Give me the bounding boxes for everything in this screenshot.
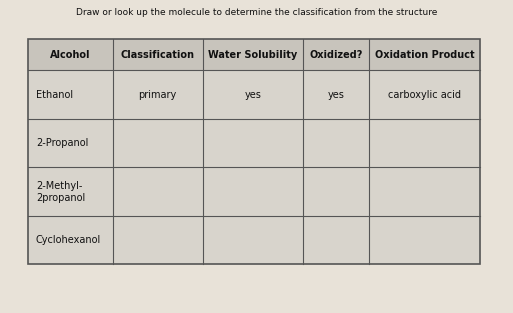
Bar xyxy=(28,216,480,264)
Text: 2-Propanol: 2-Propanol xyxy=(36,138,88,148)
Text: primary: primary xyxy=(139,90,177,100)
Text: carboxylic acid: carboxylic acid xyxy=(388,90,461,100)
Text: Oxidized?: Oxidized? xyxy=(309,50,363,60)
Text: Water Solubility: Water Solubility xyxy=(208,50,297,60)
Text: Cyclohexanol: Cyclohexanol xyxy=(36,235,101,245)
Bar xyxy=(28,70,480,119)
Text: yes: yes xyxy=(244,90,261,100)
Bar xyxy=(28,119,480,167)
Text: 2-Methyl-
2propanol: 2-Methyl- 2propanol xyxy=(36,181,85,203)
Bar xyxy=(28,39,480,264)
Text: Classification: Classification xyxy=(121,50,195,60)
Text: Draw or look up the molecule to determine the classification from the structure: Draw or look up the molecule to determin… xyxy=(76,8,437,17)
Text: Alcohol: Alcohol xyxy=(50,50,91,60)
Text: Ethanol: Ethanol xyxy=(36,90,73,100)
Text: Oxidation Product: Oxidation Product xyxy=(374,50,475,60)
Text: yes: yes xyxy=(328,90,344,100)
Bar xyxy=(28,39,480,70)
Bar xyxy=(28,167,480,216)
